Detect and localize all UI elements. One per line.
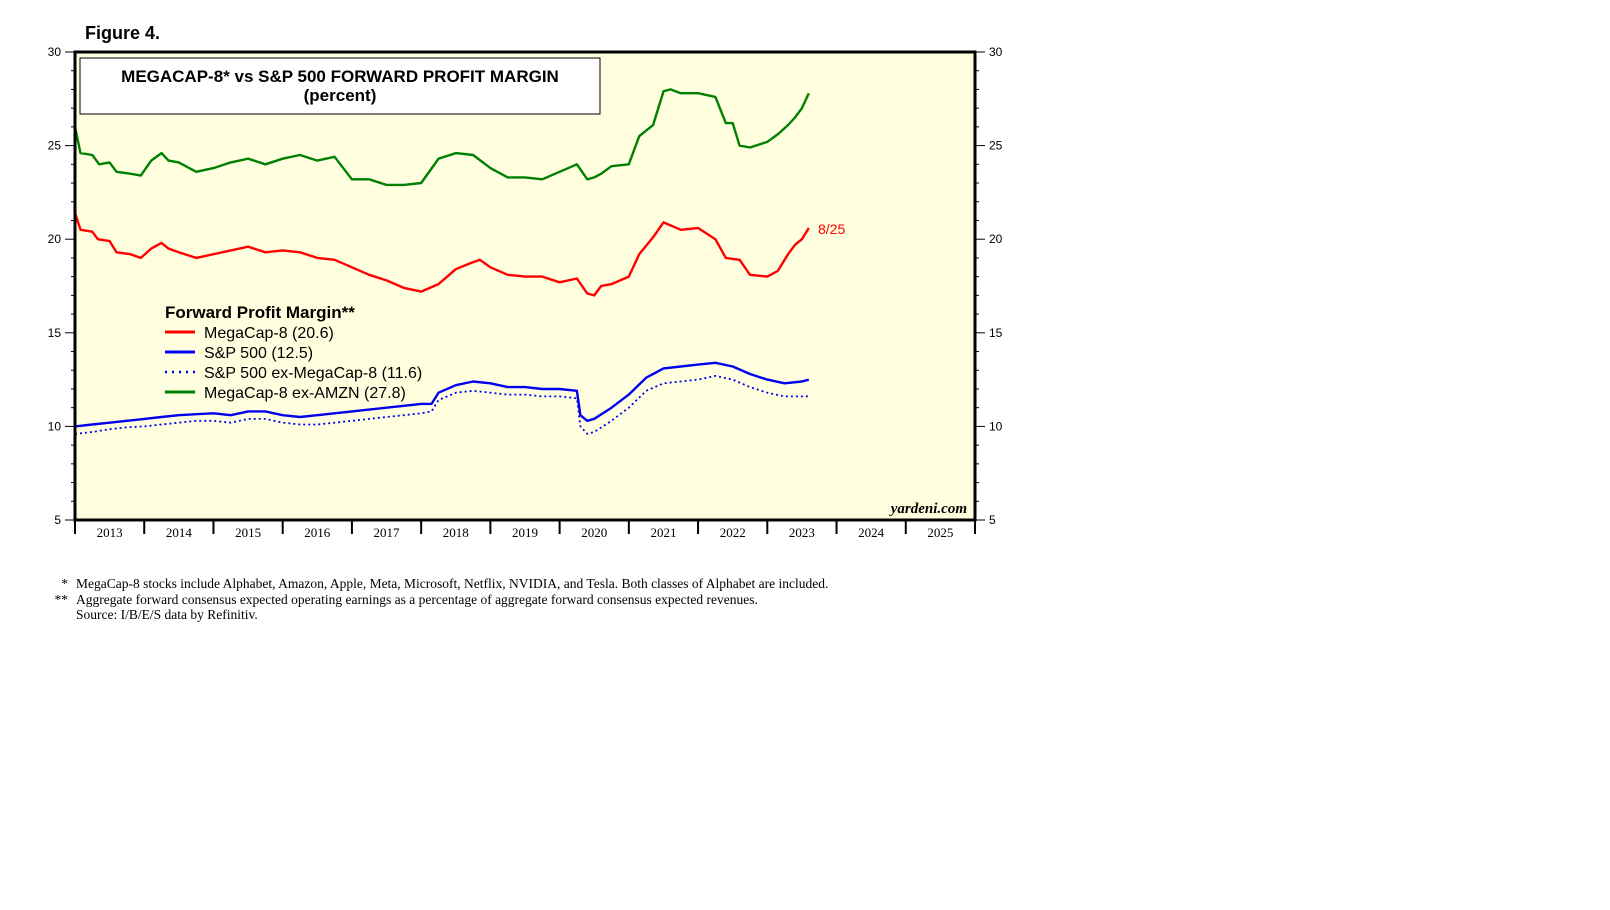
x-tick-label-2019: 2019 xyxy=(512,525,538,540)
x-tick-label-2015: 2015 xyxy=(235,525,261,540)
x-tick-label-2024: 2024 xyxy=(858,525,885,540)
series-line-3 xyxy=(73,88,810,187)
x-tick-label-2025: 2025 xyxy=(927,525,953,540)
legend: Forward Profit Margin** MegaCap-8 (20.6)… xyxy=(165,303,422,402)
x-tick-label-2022: 2022 xyxy=(720,525,746,540)
x-tick-label-2023: 2023 xyxy=(789,525,815,540)
series-line-1 xyxy=(74,361,810,428)
plot-frame xyxy=(73,50,977,522)
x-tick-label-2014: 2014 xyxy=(166,525,193,540)
title-box: MEGACAP-8* vs S&P 500 FORWARD PROFIT MAR… xyxy=(79,57,601,115)
figure-label: Figure 4. xyxy=(85,23,161,43)
footnotes: * MegaCap-8 stocks include Alphabet, Ama… xyxy=(50,576,829,623)
legend-label-3: MegaCap-8 ex-AMZN (27.8) xyxy=(204,385,406,402)
y-tick-label-right-10: 10 xyxy=(989,419,1003,433)
chart-title: MEGACAP-8* vs S&P 500 FORWARD PROFIT MAR… xyxy=(121,67,559,86)
legend-title: Forward Profit Margin** xyxy=(165,303,355,322)
legend-label-1: S&P 500 (12.5) xyxy=(204,345,313,362)
series-lines xyxy=(73,88,810,435)
y-tick-label-left-20: 20 xyxy=(48,232,62,246)
y-tick-label-right-30: 30 xyxy=(989,45,1003,59)
x-tick-label-2016: 2016 xyxy=(304,525,331,540)
y-tick-label-right-25: 25 xyxy=(989,139,1003,153)
y-tick-label-left-25: 25 xyxy=(48,139,62,153)
y-tick-label-left-15: 15 xyxy=(48,326,62,340)
y-tick-label-right-15: 15 xyxy=(989,326,1003,340)
plot-background xyxy=(75,52,975,520)
watermark: yardeni.com xyxy=(889,501,967,517)
legend-label-0: MegaCap-8 (20.6) xyxy=(204,325,334,342)
series-line-2 xyxy=(74,375,809,435)
y-tick-label-left-10: 10 xyxy=(48,419,62,433)
footnote-source: Source: I/B/E/S data by Refinitiv. xyxy=(76,607,258,622)
y-tick-label-left-30: 30 xyxy=(48,45,62,59)
footnote-1: * MegaCap-8 stocks include Alphabet, Ama… xyxy=(61,576,829,591)
x-tick-label-2017: 2017 xyxy=(374,525,401,540)
x-tick-label-2013: 2013 xyxy=(97,525,123,540)
y-tick-label-right-20: 20 xyxy=(989,232,1003,246)
series-line-0 xyxy=(73,212,810,297)
footnote-2: ** Aggregate forward consensus expected … xyxy=(54,591,758,607)
y-tick-label-left-5: 5 xyxy=(54,513,61,527)
chart-subtitle: (percent) xyxy=(304,86,377,105)
x-tick-label-2018: 2018 xyxy=(443,525,469,540)
x-tick-label-2020: 2020 xyxy=(581,525,607,540)
latest-date-annotation: 8/25 xyxy=(818,221,845,237)
y-tick-label-right-5: 5 xyxy=(989,513,996,527)
legend-label-2: S&P 500 ex-MegaCap-8 (11.6) xyxy=(204,365,422,382)
x-tick-label-2021: 2021 xyxy=(650,525,676,540)
